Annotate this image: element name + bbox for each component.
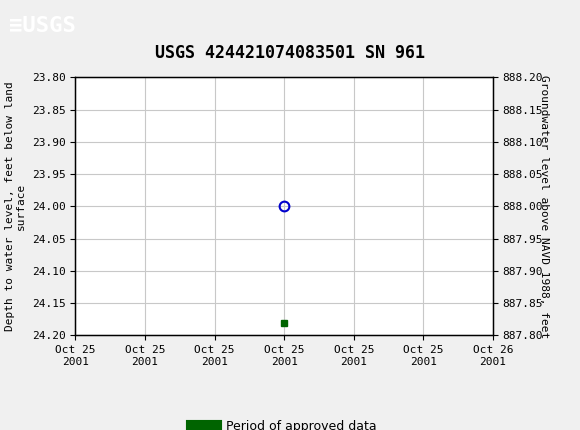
Y-axis label: Depth to water level, feet below land
surface: Depth to water level, feet below land su… bbox=[5, 82, 26, 331]
Text: USGS 424421074083501 SN 961: USGS 424421074083501 SN 961 bbox=[155, 44, 425, 62]
Text: ≡USGS: ≡USGS bbox=[9, 16, 75, 36]
Legend: Period of approved data: Period of approved data bbox=[186, 415, 382, 430]
Y-axis label: Groundwater level above NAVD 1988, feet: Groundwater level above NAVD 1988, feet bbox=[539, 75, 549, 338]
